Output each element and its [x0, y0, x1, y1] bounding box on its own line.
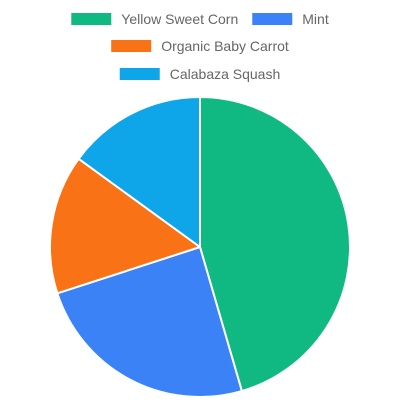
- legend-label-calabaza-squash: Calabaza Squash: [170, 66, 281, 82]
- legend-item-calabaza-squash[interactable]: Calabaza Squash: [119, 66, 281, 82]
- legend-label-mint: Mint: [302, 11, 329, 27]
- legend-swatch-calabaza-squash: [119, 68, 160, 80]
- pie-slices: [49, 96, 351, 398]
- legend: Yellow Sweet Corn Mint Organic Baby Carrot…: [71, 11, 329, 82]
- pie-slice-mint[interactable]: [56, 246, 243, 398]
- legend-item-yellow-sweet-corn[interactable]: Yellow Sweet Corn: [71, 11, 238, 27]
- pie-slice-yellow-sweet-corn[interactable]: [199, 96, 351, 393]
- pie-slice-organic-baby-carrot[interactable]: [49, 157, 201, 295]
- legend-swatch-yellow-sweet-corn: [71, 13, 112, 25]
- legend-label-yellow-sweet-corn: Yellow Sweet Corn: [121, 11, 238, 27]
- pie-slice-calabaza-squash[interactable]: [77, 96, 201, 248]
- legend-label-organic-baby-carrot: Organic Baby Carrot: [161, 38, 289, 54]
- legend-item-organic-baby-carrot[interactable]: Organic Baby Carrot: [111, 38, 289, 54]
- legend-item-mint[interactable]: Mint: [252, 11, 329, 27]
- legend-swatch-organic-baby-carrot: [111, 40, 152, 52]
- legend-swatch-mint: [252, 13, 293, 25]
